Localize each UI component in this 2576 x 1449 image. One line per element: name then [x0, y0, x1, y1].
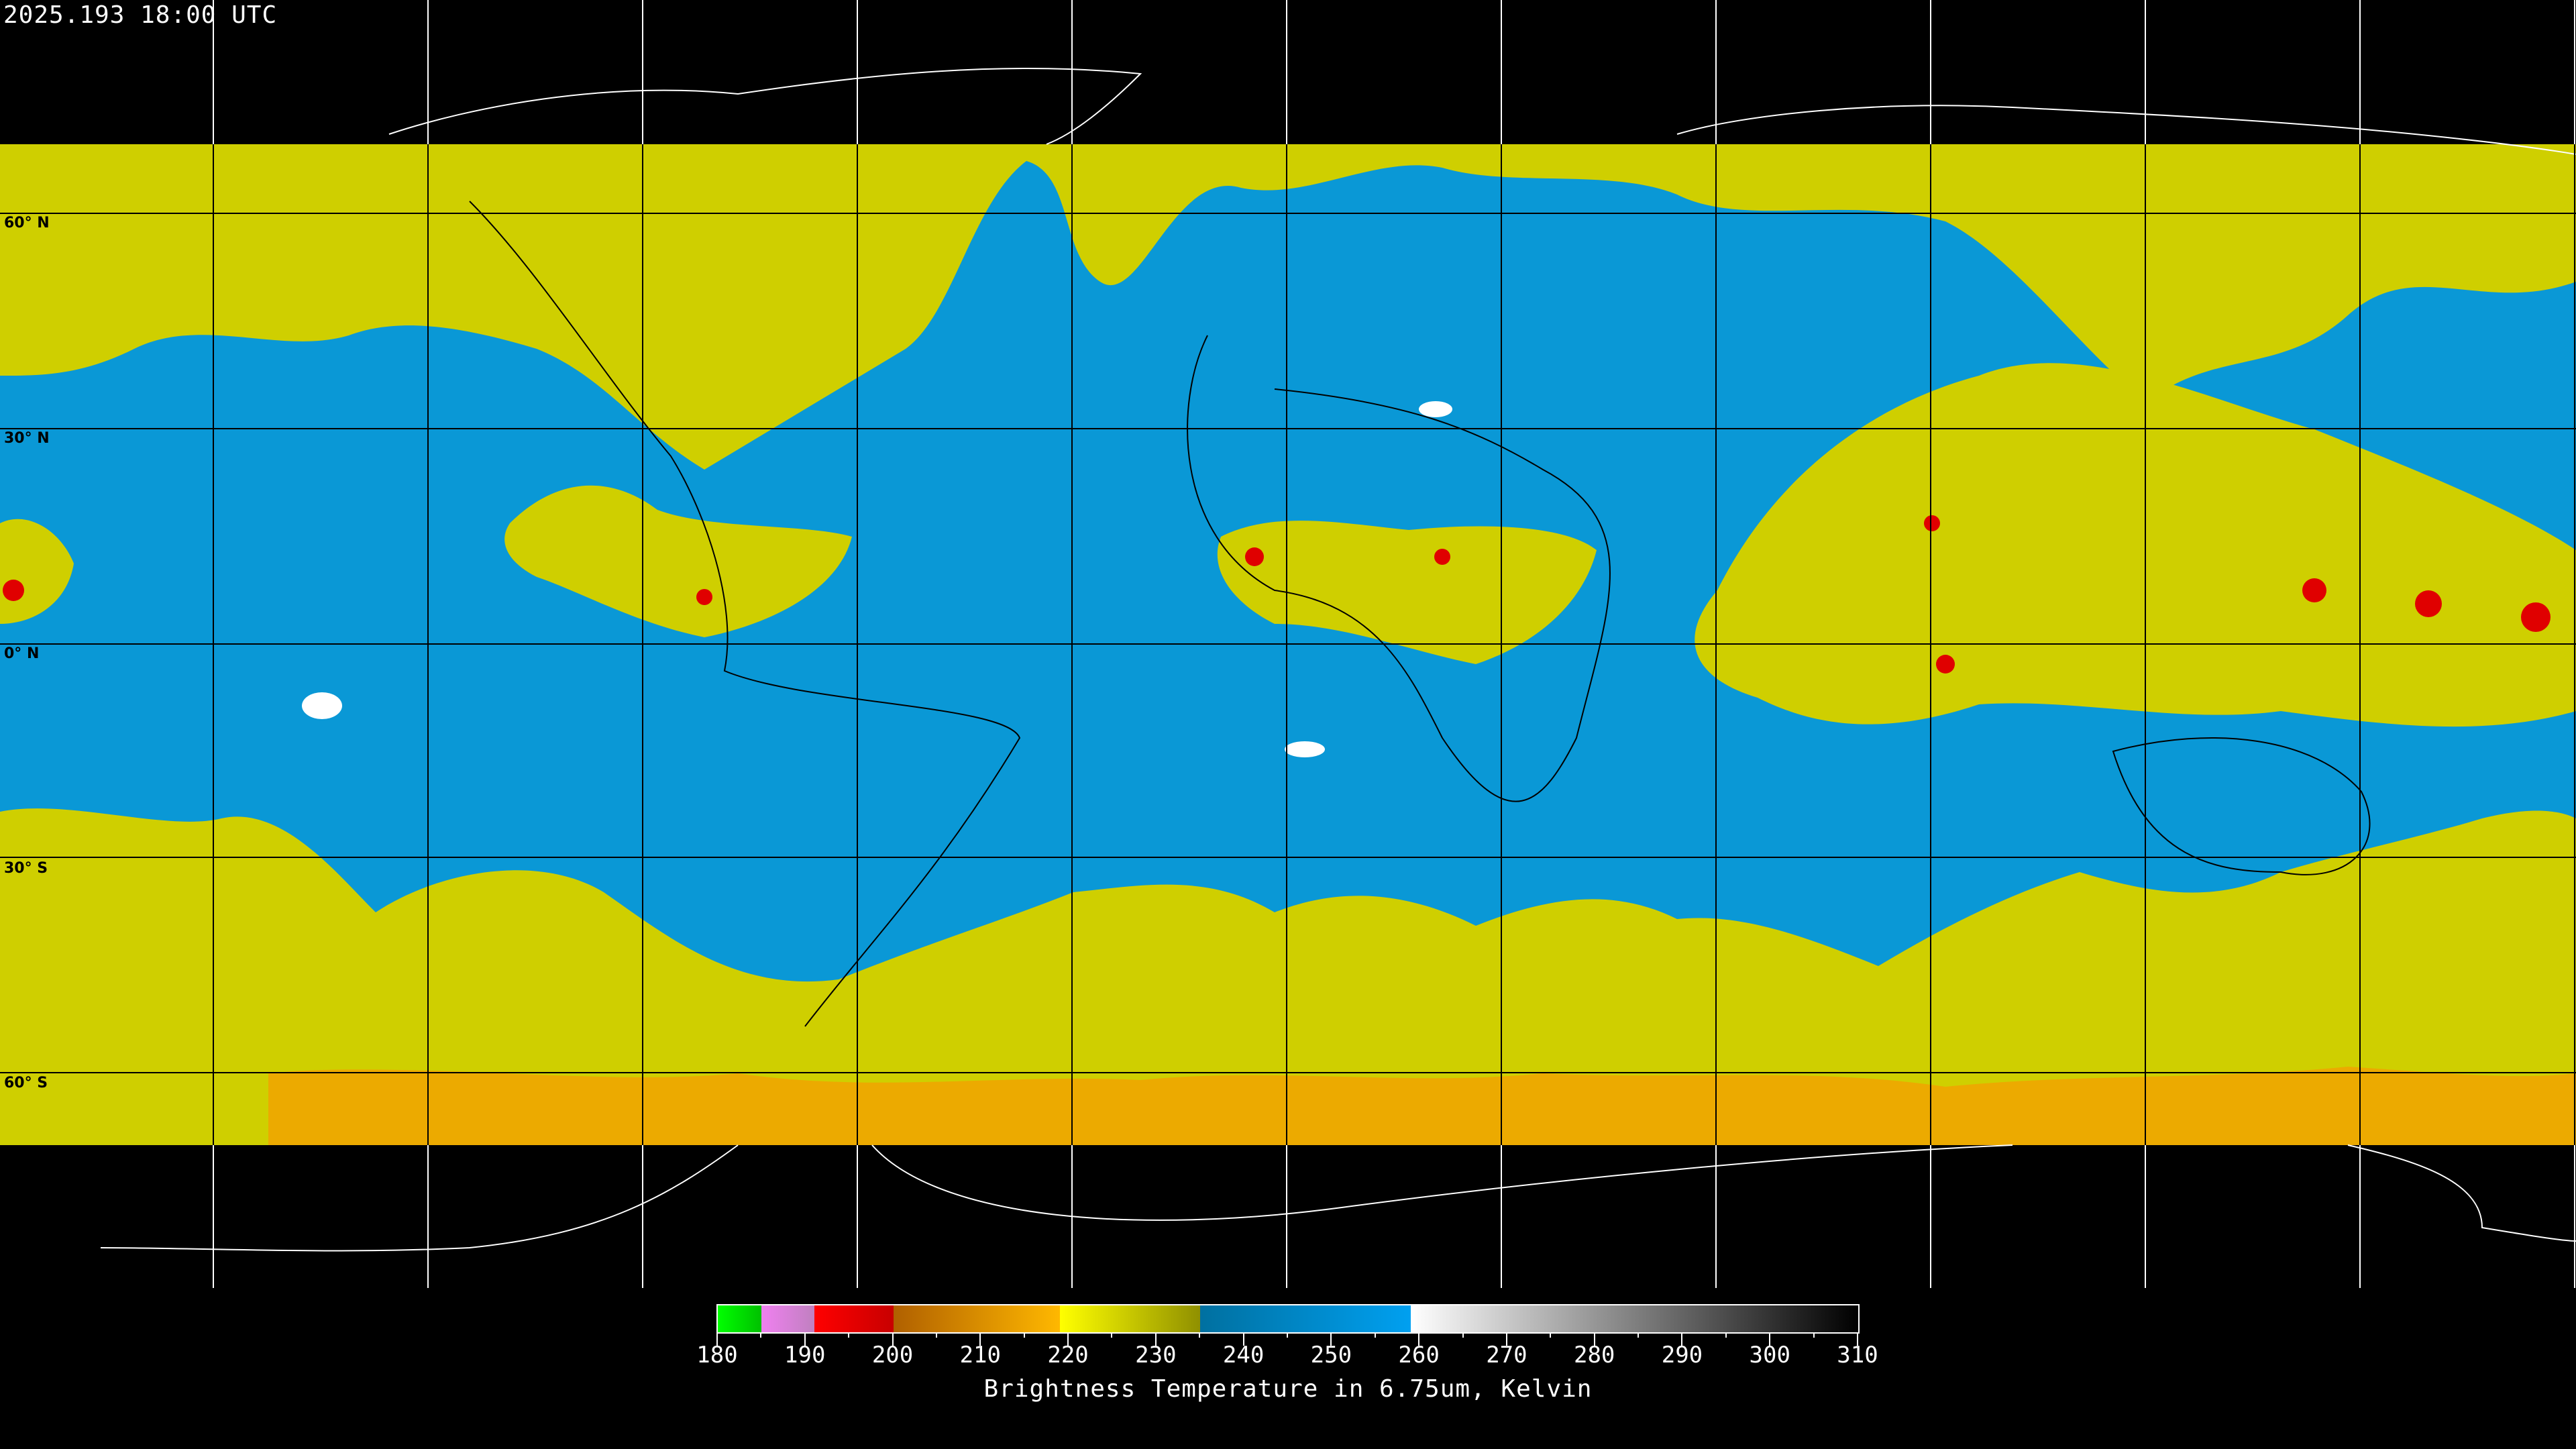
colorbar-segment: [761, 1305, 814, 1332]
colorbar-tick: [935, 1332, 937, 1338]
lat-label-30n: 30° N: [4, 430, 50, 447]
colorbar-tick-label: 200: [871, 1342, 914, 1368]
lat-label-0n: 0° N: [4, 645, 40, 662]
water-vapor-map: [0, 0, 2576, 1288]
south-moisture-band: [0, 808, 2576, 1145]
colorbar-tick: [1374, 1332, 1376, 1338]
america-convection: [504, 485, 852, 637]
colorbar-segment: [814, 1305, 894, 1332]
colorbar-tick-label: 190: [784, 1342, 826, 1368]
warm-dry-spots: [302, 401, 1452, 757]
colorbar-tick-label: 270: [1486, 1342, 1527, 1368]
colorbar-tick-label: 280: [1573, 1342, 1615, 1368]
colorbar-tick: [1155, 1332, 1157, 1346]
antarctic-cold-edge: [268, 1067, 2576, 1145]
colorbar-ticks: [716, 1332, 1860, 1346]
colorbar-segment: [1411, 1305, 1858, 1332]
colorbar-segment: [893, 1305, 1060, 1332]
colorbar-tick-label: 240: [1222, 1342, 1265, 1368]
colorbar-tick: [979, 1332, 981, 1346]
colorbar-tick-label: 210: [959, 1342, 1002, 1368]
colorbar-tick-label: 220: [1047, 1342, 1089, 1368]
colorbar-tick-label: 180: [696, 1342, 738, 1368]
colorbar-tick-label: 310: [1837, 1342, 1878, 1368]
colorbar-tick: [804, 1332, 806, 1346]
colorbar-tick: [760, 1332, 762, 1338]
colorbar-tick: [1681, 1332, 1683, 1346]
colorbar-tick: [1593, 1332, 1595, 1346]
colorbar-tick: [1638, 1332, 1640, 1338]
colorbar-tick: [1111, 1332, 1113, 1338]
colorbar-tick-label: 250: [1310, 1342, 1352, 1368]
colorbar-tick: [1725, 1332, 1727, 1338]
deep-convection-cores: [3, 515, 2551, 674]
lat-label-30s: 30° S: [4, 860, 48, 877]
colorbar-segment: [1060, 1305, 1201, 1332]
timestamp-label: 2025.193 18:00 UTC: [3, 1, 278, 29]
colorbar-tick: [1769, 1332, 1771, 1346]
colorbar: [716, 1304, 1860, 1334]
colorbar-tick: [1418, 1332, 1420, 1346]
colorbar-tick: [1505, 1332, 1507, 1346]
colorbar-tick: [1287, 1332, 1288, 1338]
colorbar-title: Brightness Temperature in 6.75um, Kelvin: [983, 1375, 1593, 1403]
colorbar-tick-label: 260: [1398, 1342, 1440, 1368]
coastlines: [100, 67, 2576, 1252]
colorbar-tick: [892, 1332, 894, 1346]
colorbar-tick: [1067, 1332, 1069, 1346]
colorbar-tick: [1857, 1332, 1858, 1346]
colorbar-tick-label: 230: [1135, 1342, 1177, 1368]
colorbar-tick: [1023, 1332, 1025, 1338]
colorbar-tick: [1199, 1332, 1201, 1338]
north-moisture-band: [0, 144, 2576, 470]
colorbar-segment: [1200, 1305, 1411, 1332]
lat-label-60s: 60° S: [4, 1075, 48, 1091]
colorbar-tick: [848, 1332, 850, 1338]
colorbar-tick: [1330, 1332, 1332, 1346]
asia-convection: [1695, 363, 2576, 727]
colorbar-tick: [1462, 1332, 1464, 1338]
graticule: [0, 0, 2576, 1288]
colorbar-tick-label: 290: [1661, 1342, 1703, 1368]
colorbar-tick: [1242, 1332, 1244, 1346]
lat-label-60n: 60° N: [4, 215, 50, 231]
colorbar-tick: [1813, 1332, 1815, 1338]
colorbar-tick: [1550, 1332, 1552, 1338]
colorbar-tick-label: 300: [1749, 1342, 1790, 1368]
colorbar-tick: [716, 1332, 718, 1346]
colorbar-segment: [718, 1305, 762, 1332]
